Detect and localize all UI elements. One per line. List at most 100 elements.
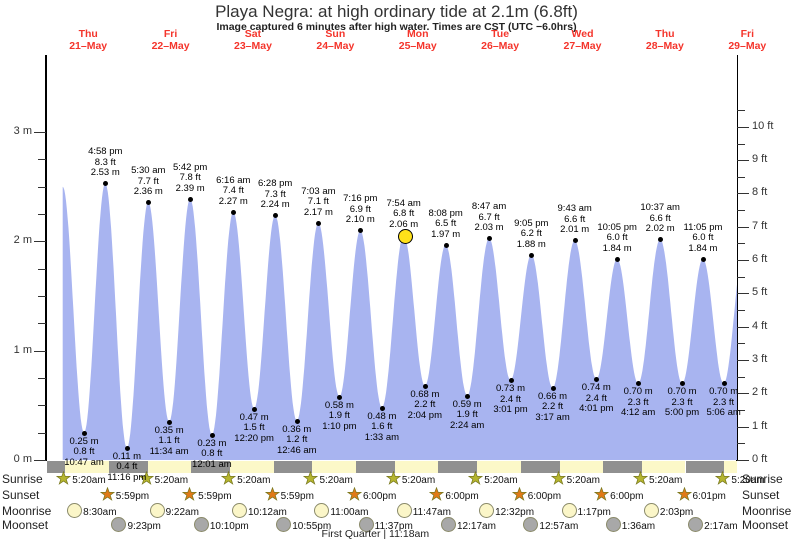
moonrise-event-4: 11:47am (396, 503, 451, 518)
day-header-date: 27–May (563, 40, 602, 52)
tide-ft: 2.3 ft (713, 396, 735, 408)
moonset-event-time: 9:23pm (127, 521, 161, 532)
y-axis-label-ft: 10 ft (752, 119, 774, 132)
tide-time: 10:47 am (64, 456, 104, 468)
y-axis-label-ft: 0 ft (752, 453, 768, 465)
moonset-event-time: 11:37pm (374, 521, 413, 532)
y-axis-label-m: 3 m (13, 125, 32, 138)
sunset-event-time: 5:59pm (115, 491, 150, 502)
y-axis-right-line (736, 55, 738, 461)
tide-point-low (508, 378, 514, 384)
moonset-event-2: 10:55pm (276, 517, 331, 532)
axis-tick (737, 110, 745, 112)
moonset-event-time: 10:55pm (292, 521, 332, 532)
tide-label-low: 0.70 m 2.3 ft 5:00 pm (646, 387, 718, 419)
tide-point-high (615, 256, 621, 262)
tide-time: 3:01 pm (493, 404, 528, 416)
day-night-strip (47, 461, 737, 473)
star-icon (99, 486, 116, 505)
axis-tick (737, 143, 745, 145)
sunrise-event-5: 5:20am (468, 470, 518, 489)
day-header-dow: Mon (406, 28, 429, 40)
tide-ft: 2.4 ft (585, 392, 607, 404)
tide-label-high: 7:16 pm 6.9 ft 2.10 m (324, 194, 396, 226)
tide-m: 1.84 m (602, 242, 632, 254)
axis-tick (737, 376, 745, 378)
sunset-event-2: 5:59pm (264, 486, 314, 505)
star-icon (181, 486, 198, 505)
axis-tick (38, 186, 46, 188)
tide-time: 11:05 pm (683, 221, 723, 233)
strip-night (273, 461, 295, 473)
day-header-date: 29–May (728, 40, 767, 52)
tide-time: 7:03 am (301, 185, 336, 197)
moon-circle-icon (276, 517, 292, 532)
strip-day (312, 461, 356, 473)
day-header-6: Wed 27–May (543, 28, 623, 52)
strip-night (108, 461, 130, 473)
strip-night (191, 461, 212, 473)
moonset-event-time: 12:17am (457, 521, 496, 532)
axis-tick (737, 126, 745, 128)
moonset-event-6: 1:36am (605, 517, 655, 532)
tide-label-low: 0.70 m 2.3 ft 4:12 am (602, 387, 674, 419)
strip-day (394, 461, 439, 473)
tide-m: 0.48 m (367, 410, 397, 422)
axis-tick (737, 310, 745, 312)
axis-tick (737, 260, 745, 262)
y-axis-label-ft: 3 ft (752, 353, 768, 366)
tide-m: 0.74 m (581, 382, 611, 394)
sunset-event-3: 6:00pm (346, 486, 396, 505)
moon-circle-icon (111, 517, 127, 532)
tide-time: 4:58 pm (88, 146, 123, 158)
sunset-event-time: 5:59pm (198, 491, 232, 502)
axis-tick (38, 268, 46, 270)
day-header-1: Fri 22–May (131, 28, 211, 52)
sunrise-event-2: 5:20am (220, 470, 271, 489)
strip-night (438, 461, 459, 473)
tide-point-high (529, 252, 535, 258)
moonset-label-left: Moonset (2, 518, 49, 532)
y-axis-label-ft: 7 ft (752, 219, 768, 232)
tide-ft: 1.6 ft (371, 421, 393, 433)
star-icon (385, 470, 402, 489)
star-icon (56, 470, 72, 489)
star-icon (511, 486, 527, 505)
sunset-label-right: Sunset (742, 488, 780, 502)
tide-point-low (721, 381, 727, 387)
tide-m: 2.17 m (303, 206, 333, 218)
star-icon (550, 470, 566, 489)
moonrise-event-3: 11:00am (314, 503, 369, 518)
tide-point-low (294, 418, 300, 424)
tide-m: 1.88 m (516, 238, 546, 250)
moon-circle-icon (605, 517, 621, 532)
tide-m: 2.27 m (218, 195, 248, 207)
y-axis-label-ft: 6 ft (752, 253, 768, 266)
axis-tick (737, 193, 745, 195)
day-header-dow: Fri (163, 28, 178, 40)
tide-point-high (273, 213, 279, 219)
sunrise-event-3: 5:20am (303, 470, 353, 489)
tide-ft: 0.8 ft (73, 446, 95, 458)
tide-ft: 1.9 ft (456, 409, 478, 420)
tide-label-low: 0.59 m 1.9 ft 2:24 am (431, 399, 503, 432)
strip-night (47, 461, 66, 473)
moonrise-label-right: Moonrise (742, 504, 792, 518)
sunrise-event-8: 5:20am (715, 470, 765, 489)
sunrise-event-time: 5:20am (237, 475, 271, 486)
moonset-event-7: 2:17am (688, 517, 738, 532)
day-header-7: Thu 28–May (625, 28, 705, 52)
tide-point-low (379, 405, 385, 411)
moon-circle-icon (643, 503, 659, 518)
moonset-event-3: 11:37pm (358, 517, 413, 532)
axis-tick (38, 323, 46, 325)
tide-chart-plot (47, 55, 737, 460)
moon-circle-icon (314, 503, 330, 518)
y-axis-label-m: 1 m (13, 343, 32, 356)
tide-label-high: 5:42 pm 7.8 ft 2.39 m (154, 162, 226, 195)
tide-time: 7:16 pm (343, 193, 378, 205)
tide-time: 8:08 pm (428, 207, 463, 219)
tide-point-high (658, 237, 664, 243)
moonrise-event-time: 9:22am (165, 507, 199, 518)
tide-ft: 2.3 ft (627, 396, 649, 408)
